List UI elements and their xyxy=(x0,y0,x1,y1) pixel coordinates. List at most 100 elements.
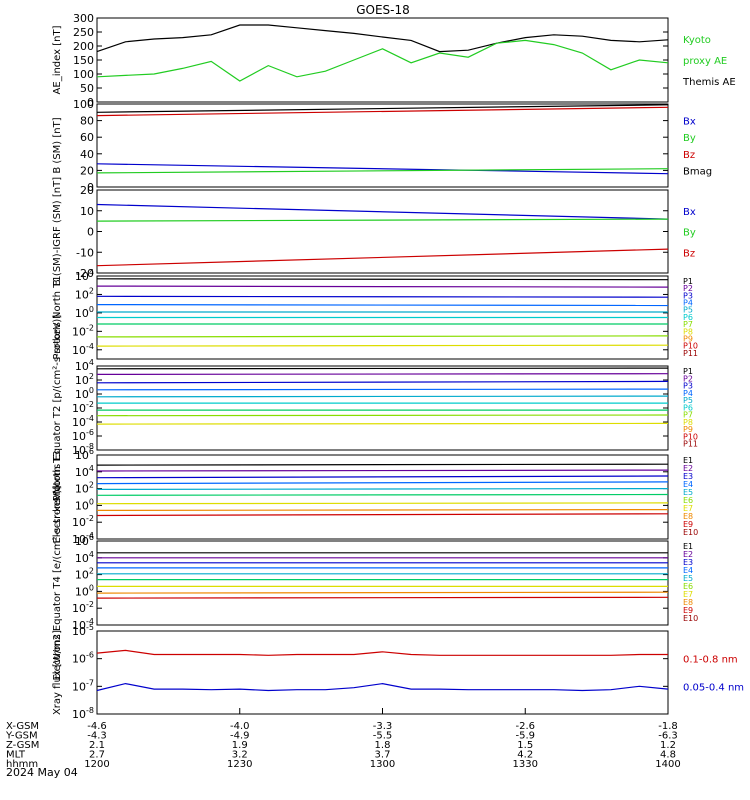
series-line xyxy=(96,414,669,417)
y-tick-label: 0 xyxy=(87,226,94,239)
legend-entry: P1 xyxy=(683,277,693,286)
y-tick-label: 10-8 xyxy=(72,442,94,457)
legend-entry: E10 xyxy=(683,614,698,623)
panel-frame xyxy=(96,630,669,715)
legend-entry: P2 xyxy=(683,284,693,293)
x-row-value: 4.8 xyxy=(660,750,676,761)
legend-entry: E2 xyxy=(683,464,693,473)
x-row-value: 1330 xyxy=(513,759,538,770)
y-tick-label: -10 xyxy=(76,246,94,259)
x-row-value: 2.1 xyxy=(89,740,105,751)
plot-title: GOES-18 xyxy=(356,3,410,17)
legend-entry: P3 xyxy=(683,382,693,391)
series-line xyxy=(96,218,669,222)
legend-entry: P7 xyxy=(683,411,693,420)
series-line xyxy=(96,488,669,490)
y-tick-label: 40 xyxy=(80,148,94,161)
y-tick-label: 100 xyxy=(75,497,94,512)
legend-entry: E10 xyxy=(683,528,698,537)
y-tick-label: 106 xyxy=(75,447,94,462)
x-row-value: 2.7 xyxy=(89,750,105,761)
x-row-value: -4.9 xyxy=(230,731,250,742)
y-axis-label: Electrons Equator T4 [e/(cm²-s-sr-keV)] xyxy=(52,485,63,680)
legend-entry: E1 xyxy=(683,542,693,551)
x-row-value: 1230 xyxy=(227,759,252,770)
series-line xyxy=(96,388,669,391)
legend-entry: P8 xyxy=(683,327,693,336)
x-row-value: -1.8 xyxy=(658,721,678,732)
legend-entry: E7 xyxy=(683,590,693,599)
y-tick-label: 300 xyxy=(73,12,94,25)
y-tick-label: 50 xyxy=(80,82,94,95)
legend-entry: P2 xyxy=(683,374,693,383)
x-row-value: 1200 xyxy=(84,759,109,770)
panel-frame xyxy=(96,17,669,103)
legend-entry: P10 xyxy=(683,342,698,351)
y-tick-label: 250 xyxy=(73,26,94,39)
legend-entry: E5 xyxy=(683,488,693,497)
series-line xyxy=(96,481,669,485)
legend-entry: Bz xyxy=(683,150,695,161)
x-row-label: hhmm xyxy=(6,759,38,770)
y-tick-label: 80 xyxy=(80,115,94,128)
y-axis-label: B (SM) [nT] xyxy=(52,117,63,173)
y-tick-label: 10-6 xyxy=(72,428,94,443)
x-row-value: 1300 xyxy=(370,759,395,770)
y-tick-label: 150 xyxy=(73,54,94,67)
y-tick-label: 102 xyxy=(75,286,94,301)
series-line xyxy=(96,475,669,479)
y-axis-label: AE_index [nT] xyxy=(52,25,63,94)
legend-entry: 0.05-0.4 nm xyxy=(683,682,744,693)
x-row-value: 3.7 xyxy=(375,750,391,761)
y-tick-label: 10-2 xyxy=(72,400,94,415)
panel-3: -20 -10 0 10 20 B (SM)-IGRF (SM) [nT] Bx By Bz xyxy=(52,177,696,286)
legend-entry: P3 xyxy=(683,291,693,300)
series-line xyxy=(96,335,669,338)
y-tick-label: 100 xyxy=(73,68,94,81)
series-line xyxy=(96,203,669,220)
x-row-value: 4.2 xyxy=(517,750,533,761)
series-line xyxy=(96,502,669,505)
series-line xyxy=(96,344,669,347)
y-tick-label: 10-4 xyxy=(72,617,94,632)
x-row-value: -6.3 xyxy=(658,731,678,742)
x-row-value: -4.6 xyxy=(87,721,107,732)
series-line xyxy=(96,39,669,82)
x-row-label: Z-GSM xyxy=(6,740,39,751)
series-line xyxy=(96,682,669,692)
series-line xyxy=(96,649,668,656)
legend-entry: E9 xyxy=(683,606,693,615)
x-row-label: MLT xyxy=(6,750,26,761)
y-tick-label: 10-2 xyxy=(72,323,94,338)
series-line xyxy=(96,373,669,375)
legend-entry: By xyxy=(683,228,696,239)
legend-entry: P4 xyxy=(683,299,693,308)
x-row-label: Y-GSM xyxy=(5,731,38,742)
y-tick-label: 10-4 xyxy=(72,342,94,357)
y-tick-label: 100 xyxy=(75,583,94,598)
y-tick-label: 100 xyxy=(75,386,94,401)
series-line xyxy=(96,248,669,267)
series-line xyxy=(96,367,669,370)
legend-entry: E7 xyxy=(683,504,693,513)
legend-entry: E8 xyxy=(683,598,693,607)
y-axis-label: Protons Equator T2 [p/(cm²-s-sr-keV)] xyxy=(52,315,63,502)
legend-entry: P9 xyxy=(683,334,693,343)
y-tick-label: 104 xyxy=(75,268,94,283)
legend-entry: Themis AE xyxy=(682,77,736,88)
y-axis-label: Protons North T1 xyxy=(52,275,63,359)
x-row-value: 1.5 xyxy=(517,740,533,751)
y-tick-label: 10 xyxy=(80,205,94,218)
panel-frame xyxy=(96,365,669,451)
legend-entry: P7 xyxy=(683,320,693,329)
series-line xyxy=(96,463,669,466)
legend-entry: E6 xyxy=(683,582,693,591)
y-tick-label: 10-4 xyxy=(72,531,94,546)
y-tick-label: 100 xyxy=(75,305,94,320)
series-line xyxy=(96,422,669,425)
y-axis-label: B (SM)-IGRF (SM) [nT] xyxy=(52,177,63,286)
legend-entry: P4 xyxy=(683,389,693,398)
legend-entry: P8 xyxy=(683,418,693,427)
legend-entry: P5 xyxy=(683,306,693,315)
